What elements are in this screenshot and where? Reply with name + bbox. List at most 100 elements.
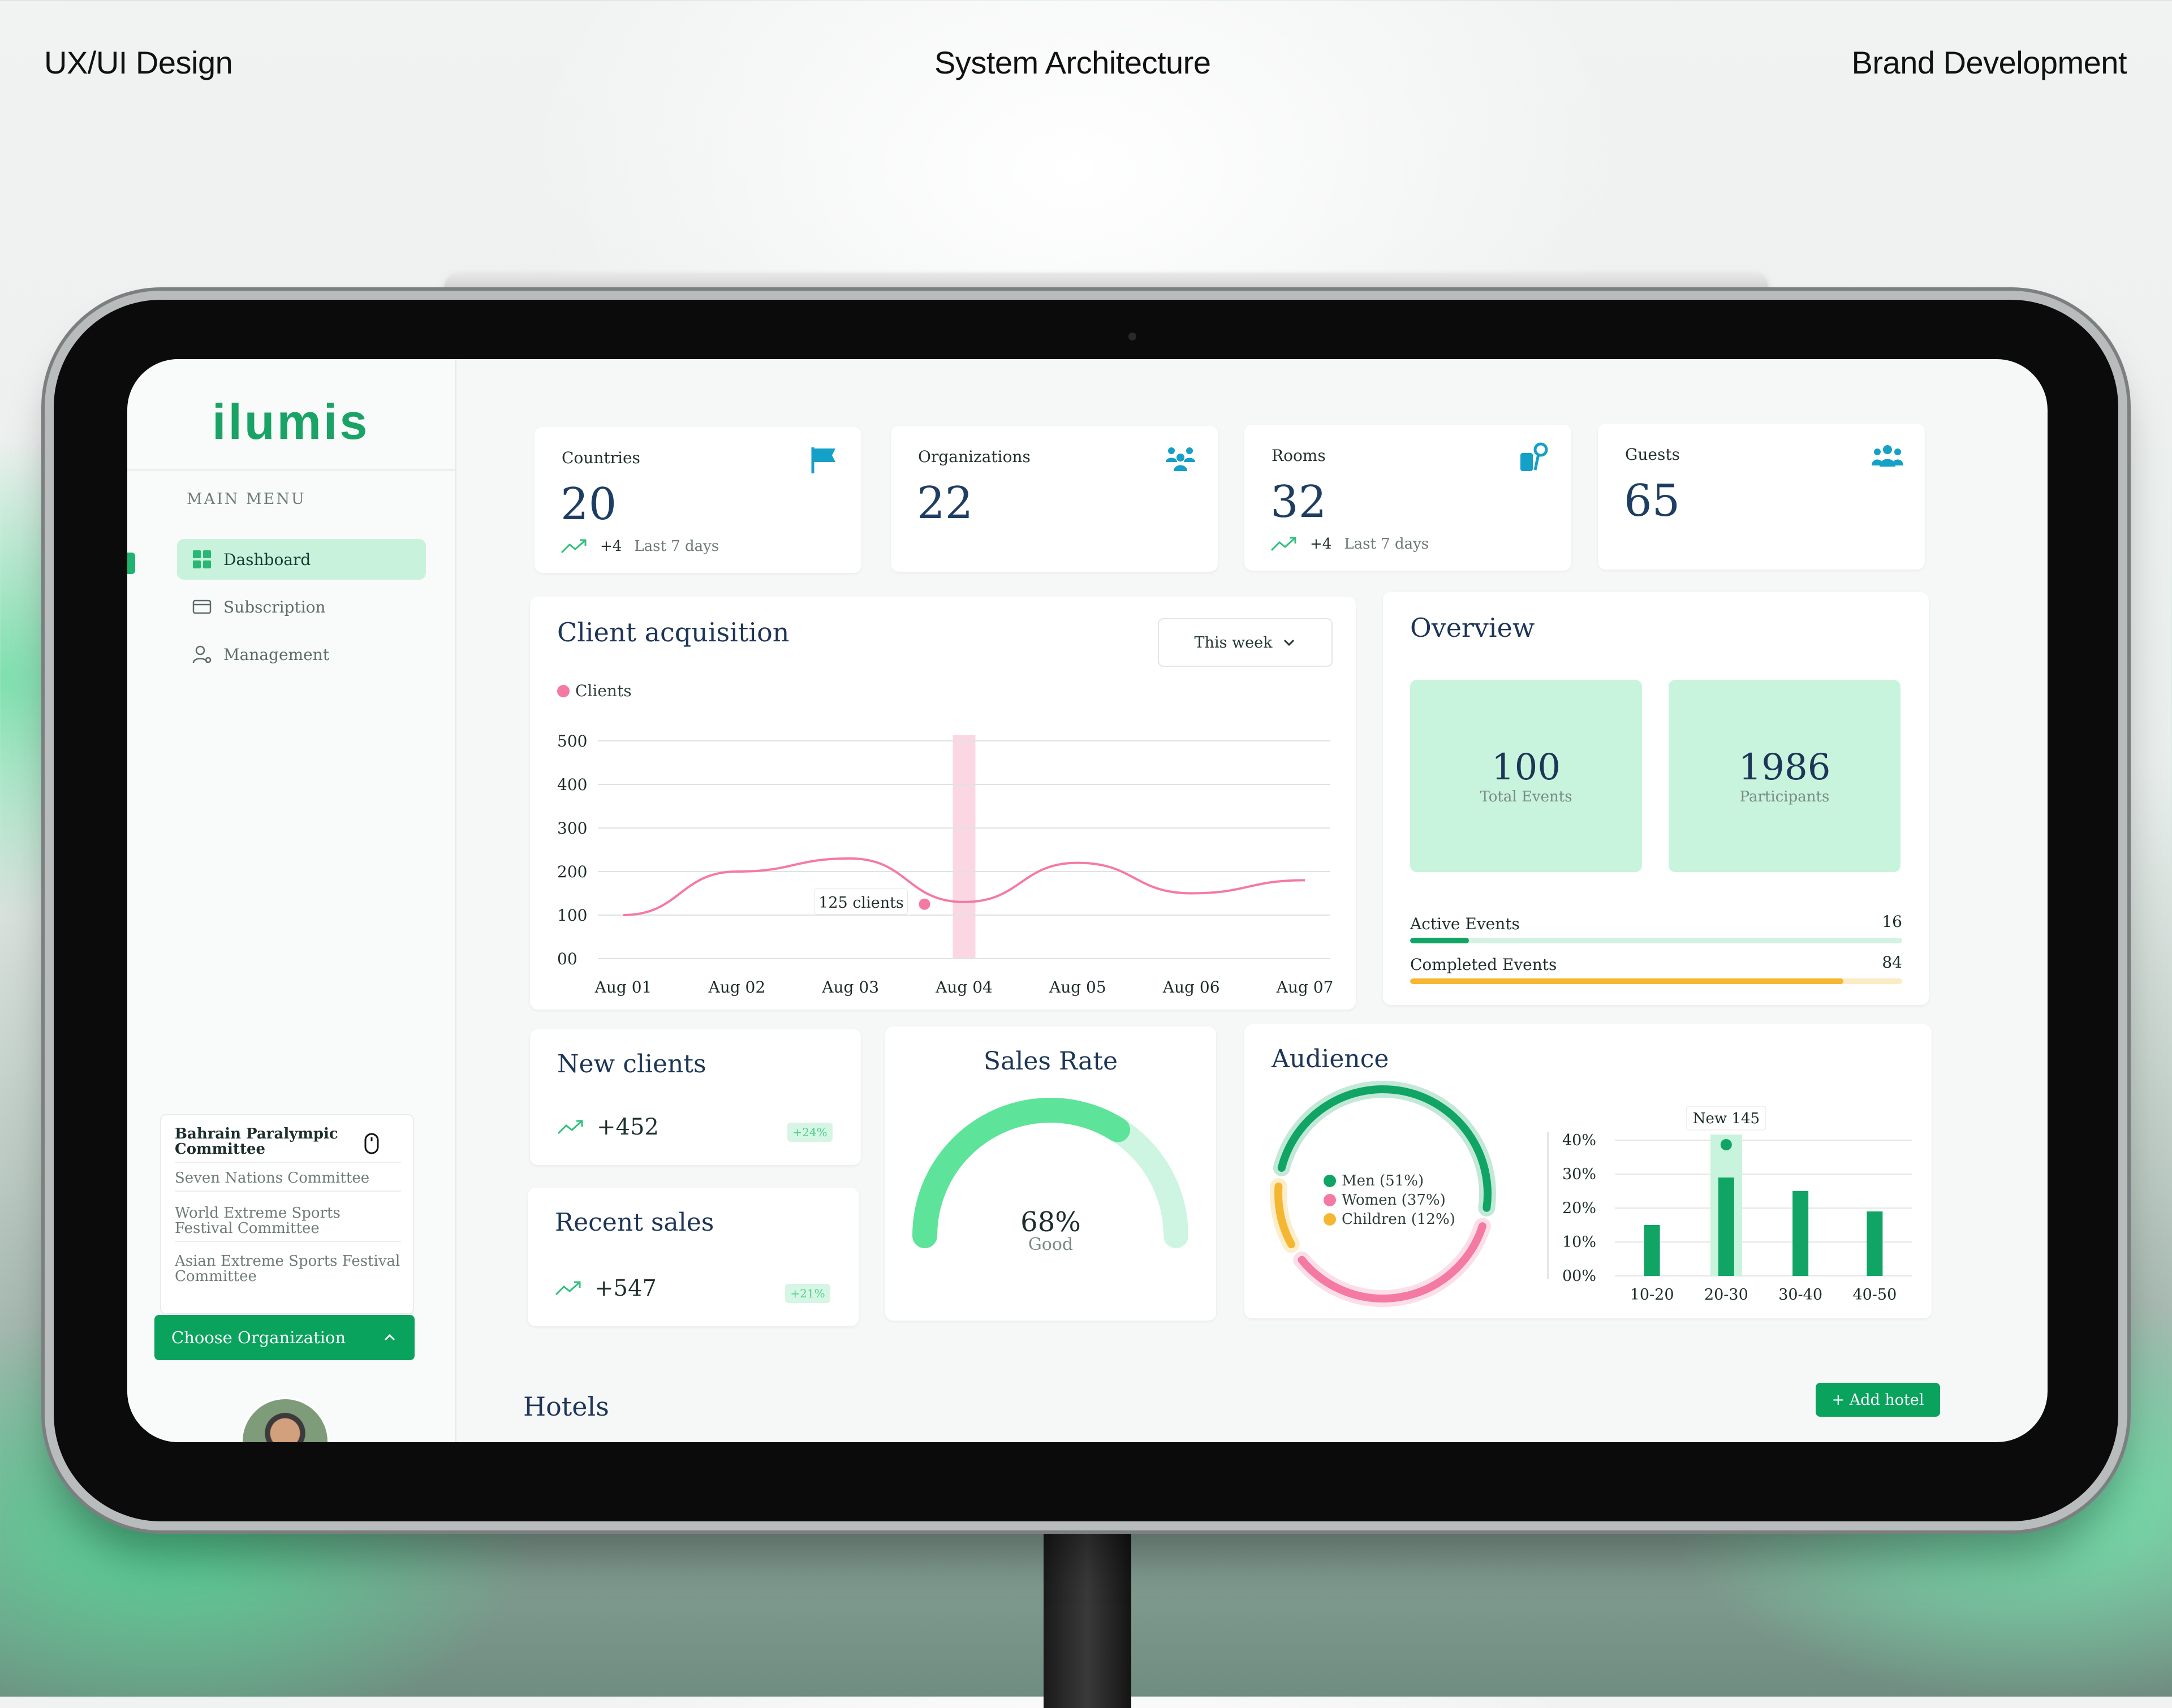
total-events-tile: 100 Total Events [1410,680,1642,872]
stat-card-organizations: Organizations 22 [891,426,1218,572]
flag-icon [808,444,840,476]
card-icon [191,596,213,618]
hotels-title: Hotels [523,1391,609,1422]
chevron-up-icon [382,1332,398,1343]
sidebar-divider [127,469,455,471]
recent-sales-value: +547 [594,1275,657,1301]
dashboard-screen: ilumis MAIN MENU Dashboard Subscription [127,359,2048,1442]
choose-organization-label: Choose Organization [171,1328,346,1347]
new-clients-title: New clients [557,1050,706,1079]
avatar[interactable] [240,1397,330,1442]
stat-card-guests: Guests 65 [1598,424,1925,570]
sidebar-item-subscription[interactable]: Subscription [177,586,426,627]
new-clients-card: New clients +452 +24% [530,1029,861,1165]
y-tick-label: 400 [557,775,587,794]
legend-label: Men (51%) [1342,1172,1424,1189]
y-tick-label: 20% [1562,1200,1596,1217]
mouse-icon [361,1132,382,1155]
organization-list: Bahrain Paralympic Committee Seven Natio… [160,1114,414,1314]
new-clients-value: +452 [597,1114,659,1140]
completed-events-fill [1410,978,1843,984]
active-events-label: Active Events [1410,915,1902,933]
user-gear-icon [191,643,213,666]
key-icon [1518,442,1550,473]
tooltip-label: 125 clients [818,894,904,912]
active-events-value: 16 [1882,912,1902,931]
active-events-fill [1410,938,1469,943]
legend-item-men: Men (51%) [1324,1172,1455,1189]
x-tick-label: 10-20 [1630,1286,1674,1304]
new-clients-badge: +24% [787,1123,833,1142]
sales-rate-gauge [885,1026,1216,1321]
recent-sales-card: Recent sales +547 +21% [528,1188,859,1326]
participants-label: Participants [1740,788,1830,805]
audience-card: Audience Men (51%) Women (37%) Children … [1244,1024,1932,1318]
stat-delta: +4 Last 7 days [561,538,719,555]
x-tick-label: Aug 02 [708,978,765,997]
y-tick-label: 10% [1562,1233,1596,1251]
audience-legend: Men (51%) Women (37%) Children (12%) [1324,1172,1455,1228]
tablet-stand [1044,1504,1131,1708]
stat-label: Guests [1625,445,1680,464]
y-tick-label: 40% [1562,1132,1596,1149]
bar-40-50 [1867,1211,1882,1276]
sidebar-item-label: Management [223,645,329,664]
trend-up-icon [561,538,588,555]
y-tick-label: 100 [557,906,587,925]
tooltip-label: New 145 [1693,1110,1760,1127]
x-tick-label: 20-30 [1704,1286,1748,1304]
y-tick-label: 00 [557,950,578,968]
participants-value: 1986 [1739,747,1831,788]
stat-delta-value: +4 [1310,536,1331,553]
completed-events-label: Completed Events [1410,955,1902,974]
stat-value: 65 [1624,476,1680,527]
active-nav-marker [127,553,135,574]
sales-rate-label: Good [885,1235,1216,1254]
x-tick-label: Aug 05 [1049,978,1106,997]
sales-rate-value: 68% [885,1206,1216,1238]
x-tick-label: Aug 04 [935,978,993,997]
overview-title: Overview [1410,613,1535,643]
total-events-value: 100 [1492,747,1561,788]
legend-label: Women (37%) [1342,1192,1446,1209]
add-hotel-button[interactable]: + Add hotel [1816,1383,1940,1417]
x-tick-label: Aug 01 [594,978,652,997]
completed-events-row: Completed Events 84 [1410,955,1902,984]
completed-events-value: 84 [1882,953,1902,972]
y-tick-label: 30% [1562,1166,1596,1183]
stat-value: 32 [1270,477,1326,528]
org-item-asian-extreme[interactable]: Asian Extreme Sports Festival Committee [175,1254,401,1289]
bar-10-20 [1644,1225,1660,1276]
x-tick-label: Aug 06 [1162,978,1220,997]
app-logo[interactable]: ilumis [212,393,369,451]
org-item-world-extreme[interactable]: World Extreme Sports Festival Committee [175,1206,401,1242]
stat-label: Organizations [918,447,1031,466]
x-tick-label: 30-40 [1778,1286,1822,1304]
tagline-ux-ui: UX/UI Design [44,44,232,81]
bar-20-30 [1718,1178,1734,1276]
participants-tile: 1986 Participants [1669,680,1901,872]
sales-rate-card: Sales Rate 68% Good [885,1026,1216,1321]
total-events-label: Total Events [1480,788,1572,805]
trend-up-icon [1270,536,1298,553]
sidebar-item-dashboard[interactable]: Dashboard [177,539,426,580]
legend-swatch-children [1324,1213,1336,1226]
y-tick-label: 300 [557,819,587,838]
audience-divider [1547,1132,1549,1279]
sidebar: ilumis MAIN MENU Dashboard Subscription [127,359,456,1442]
overview-card: Overview 100 Total Events 1986 Participa… [1383,592,1929,1005]
sidebar-item-management[interactable]: Management [177,634,426,675]
recent-sales-value-row: +547 [555,1275,657,1301]
highlight-point [1721,1139,1732,1150]
x-tick-label: 40-50 [1852,1286,1897,1304]
stat-delta-period: Last 7 days [1344,536,1429,553]
choose-organization-button[interactable]: Choose Organization [154,1315,415,1360]
legend-label: Children (12%) [1342,1211,1455,1228]
active-events-row: Active Events 16 [1410,915,1902,943]
org-item-seven-nations[interactable]: Seven Nations Committee [175,1171,401,1192]
completed-events-track [1410,978,1902,984]
trend-up-icon [557,1119,584,1136]
